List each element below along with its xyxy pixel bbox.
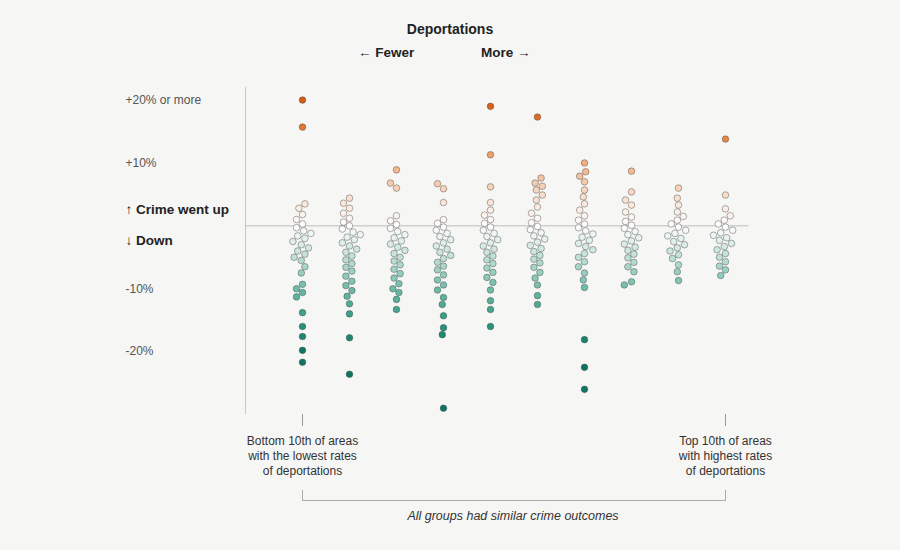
svg-text:-10%: -10% xyxy=(126,282,154,296)
svg-text:↓ Down: ↓ Down xyxy=(126,233,173,248)
html-text:Deportations: Deportations xyxy=(406,21,494,37)
svg-text:Top 10th of areaswith highest: Top 10th of areaswith highest ratesof de… xyxy=(678,434,772,478)
svg-text:+20% or more: +20% or more xyxy=(126,93,202,107)
html-text:← Fewer: ← Fewer xyxy=(358,45,415,60)
html-text:More →: More → xyxy=(481,45,531,60)
svg-text:↑ Crime went up: ↑ Crime went up xyxy=(126,202,230,217)
svg-text:+10%: +10% xyxy=(126,156,157,170)
svg-text:Bottom 10th of areaswith the l: Bottom 10th of areaswith the lowest rate… xyxy=(247,434,358,478)
html-text:All groups had similar crime o: All groups had similar crime outcomes xyxy=(407,509,619,523)
svg-text:-20%: -20% xyxy=(126,344,154,358)
